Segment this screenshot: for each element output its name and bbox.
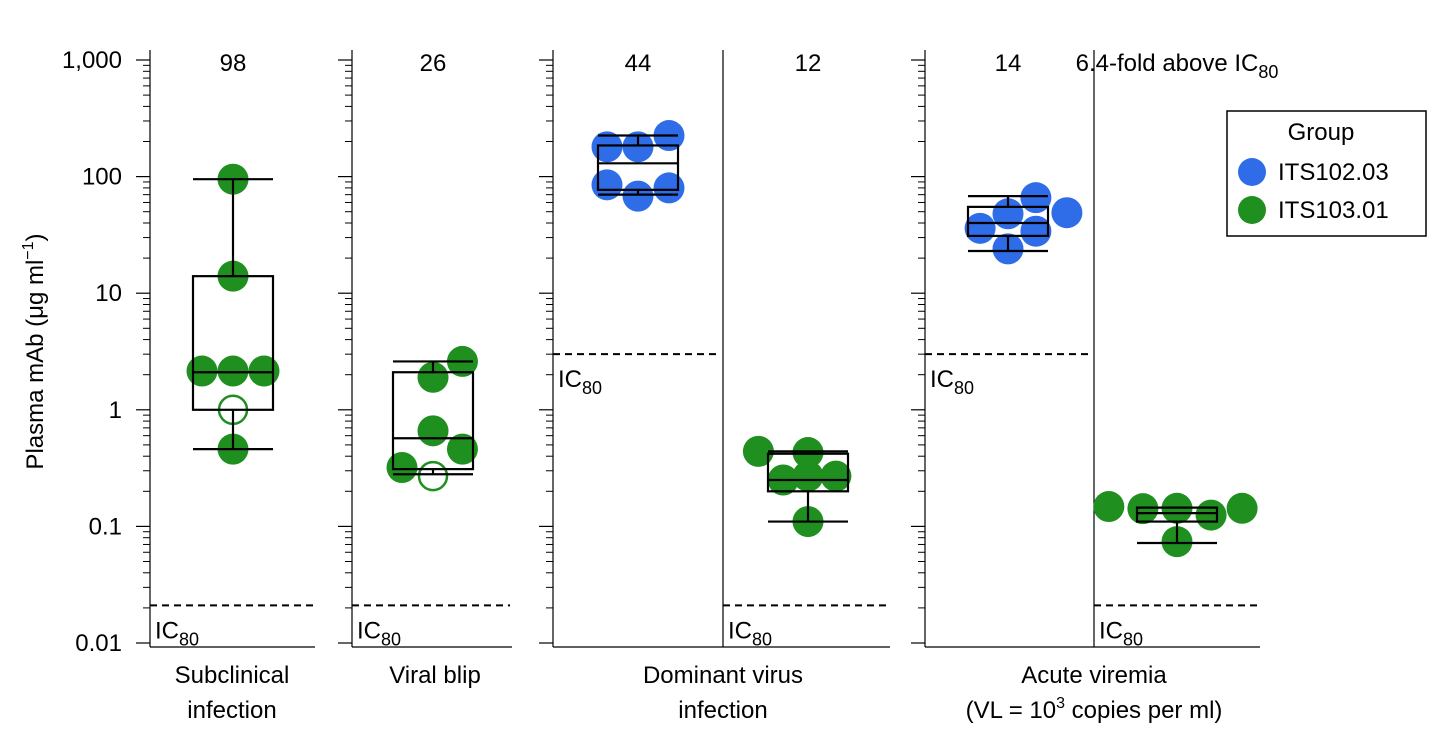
- y-tick-label: 1,000: [62, 47, 122, 74]
- legend-label: ITS103.01: [1278, 197, 1389, 224]
- legend-label: ITS102.03: [1278, 159, 1389, 186]
- ic80-label: IC80: [357, 617, 401, 649]
- ic80-label: IC80: [558, 366, 602, 398]
- data-point: [622, 180, 654, 212]
- data-point: [386, 451, 418, 483]
- legend-title: Group: [1288, 119, 1355, 146]
- legend-marker: [1238, 158, 1266, 186]
- data-point: [964, 212, 996, 244]
- fold-label: 26: [420, 50, 447, 77]
- ic80-label: IC80: [1099, 617, 1143, 649]
- group-label: infection: [678, 697, 767, 724]
- box-iqr: [966, 205, 1050, 238]
- y-tick-label: 0.1: [89, 513, 122, 540]
- fold-label: 6.4-fold above IC80: [1076, 50, 1279, 82]
- data-point: [820, 460, 852, 492]
- y-tick-label: 1: [109, 397, 122, 424]
- ic80-label: IC80: [930, 366, 974, 398]
- group-label: Acute viremia: [1021, 662, 1167, 689]
- data-point-open: [417, 460, 449, 492]
- data-point: [1020, 182, 1052, 214]
- data-point: [1195, 499, 1227, 531]
- y-axis-label: Plasma mAb (μg ml−1): [20, 233, 49, 469]
- fold-label: 44: [625, 50, 652, 77]
- data-point: [792, 460, 824, 492]
- group-label: Viral blip: [389, 662, 481, 689]
- box-iqr: [191, 275, 275, 411]
- group-label: (VL = 103 copies per ml): [966, 695, 1223, 724]
- data-point: [217, 355, 249, 387]
- legend-marker: [1238, 196, 1266, 224]
- group-label: Dominant virus: [643, 662, 803, 689]
- fold-label: 12: [795, 50, 822, 77]
- data-point: [591, 131, 623, 163]
- box-iqr: [1135, 506, 1219, 523]
- data-point: [1226, 492, 1258, 524]
- data-point: [742, 435, 774, 467]
- data-point: [417, 415, 449, 447]
- data-point: [186, 355, 218, 387]
- box-iqr: [766, 452, 850, 493]
- y-tick-label: 100: [82, 164, 122, 191]
- box-iqr: [596, 144, 680, 191]
- data-point: [417, 361, 449, 393]
- group-label: Subclinical: [175, 662, 290, 689]
- data-point: [1093, 491, 1125, 523]
- y-tick-label: 10: [95, 280, 122, 307]
- data-point: [1020, 215, 1052, 247]
- y-tick-label: 0.01: [75, 630, 122, 657]
- box-iqr: [391, 371, 475, 471]
- data-point: [248, 355, 280, 387]
- ic80-label: IC80: [728, 617, 772, 649]
- data-point: [622, 131, 654, 163]
- group-label: infection: [187, 697, 276, 724]
- fold-label: 14: [995, 50, 1022, 77]
- legend: Group ITS102.03 ITS103.01: [1226, 110, 1427, 237]
- data-point: [446, 433, 478, 465]
- fold-label: 98: [220, 50, 247, 77]
- data-point: [1051, 197, 1083, 229]
- ic80-label: IC80: [155, 617, 199, 649]
- data-point: [653, 172, 685, 204]
- data-point: [591, 169, 623, 201]
